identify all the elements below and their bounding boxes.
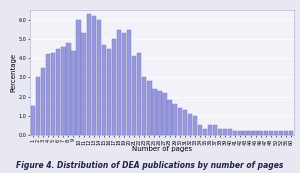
Bar: [233, 131, 238, 135]
Bar: [198, 125, 202, 135]
Bar: [117, 30, 121, 135]
Bar: [97, 20, 101, 135]
Bar: [82, 33, 86, 135]
Bar: [213, 125, 217, 135]
Bar: [122, 33, 126, 135]
Bar: [172, 104, 177, 135]
Bar: [152, 89, 157, 135]
Bar: [279, 131, 283, 135]
Bar: [203, 129, 207, 135]
Bar: [61, 47, 65, 135]
Bar: [263, 131, 268, 135]
Bar: [132, 56, 136, 135]
X-axis label: Number of pages: Number of pages: [132, 146, 192, 152]
Bar: [142, 78, 146, 135]
Bar: [66, 43, 70, 135]
Bar: [56, 49, 61, 135]
Bar: [188, 114, 192, 135]
Bar: [76, 20, 81, 135]
Bar: [248, 131, 253, 135]
Bar: [167, 101, 172, 135]
Bar: [162, 93, 167, 135]
Bar: [183, 110, 187, 135]
Bar: [157, 91, 162, 135]
Bar: [223, 129, 227, 135]
Bar: [254, 131, 258, 135]
Bar: [274, 131, 278, 135]
Bar: [178, 108, 182, 135]
Bar: [259, 131, 263, 135]
Bar: [107, 49, 111, 135]
Bar: [86, 14, 91, 135]
Bar: [193, 116, 197, 135]
Bar: [289, 131, 293, 135]
Bar: [238, 131, 242, 135]
Bar: [46, 54, 50, 135]
Bar: [137, 53, 141, 135]
Bar: [102, 45, 106, 135]
Bar: [112, 39, 116, 135]
Bar: [127, 30, 131, 135]
Bar: [268, 131, 273, 135]
Y-axis label: Percentage: Percentage: [10, 53, 16, 92]
Bar: [41, 68, 45, 135]
Bar: [147, 81, 152, 135]
Bar: [71, 51, 76, 135]
Bar: [284, 131, 288, 135]
Bar: [31, 106, 35, 135]
Bar: [51, 53, 56, 135]
Bar: [36, 78, 40, 135]
Bar: [218, 129, 222, 135]
Bar: [92, 16, 96, 135]
Bar: [228, 129, 232, 135]
Bar: [208, 125, 212, 135]
Bar: [243, 131, 247, 135]
Text: Figure 4. Distribution of DEA publications by number of pages: Figure 4. Distribution of DEA publicatio…: [16, 161, 284, 170]
